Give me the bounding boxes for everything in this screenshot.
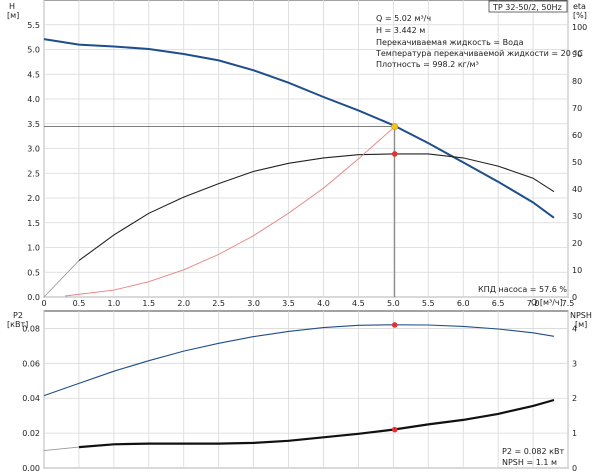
left-axis-label: H [9,2,15,11]
y-tick-label-right: 60 [572,131,582,140]
y-tick-label-left: 2.0 [27,194,40,203]
x-tick-label: 0.5 [73,299,86,308]
chart-title: TP 32-50/2, 50Hz [492,3,562,12]
top-tick-labels: 0 0.5 1.0 1.5 2.0 2.5 3.0 3.5 4.0 4.5 5.0 5.5 6.0 6.5… [27,21,587,308]
bottom-tick-labels: 0.00 0.02 0.04 0.06 0.08 0 1 2 3 4 [22,324,577,473]
y-tick-label-right: 40 [572,185,582,194]
p2-point-marker [391,322,398,328]
y-tick-label-right: 90 [572,50,582,59]
y-tick-label-right: 10 [572,266,582,275]
y-tick-label-left: 4.0 [27,95,40,104]
x-axis-label: Q [м³/ч] [531,298,563,307]
title-box: TP 32-50/2, 50Hz [488,0,568,13]
right-axis-label: eta [573,2,586,11]
npsh-extrapolation-line [43,446,79,452]
x-tick-label: 1.5 [142,299,155,308]
x-tick-label: 5.0 [387,299,400,308]
x-tick-label: 2.5 [212,299,225,308]
duty-point-guides [44,126,396,297]
info-line: Q = 5.02 м³/ч [376,14,431,23]
info-line: Перекачиваемая жидкость = Вода [376,38,524,47]
y-tick-label-left: 3.0 [27,145,40,154]
x-tick-label: 6.5 [492,299,505,308]
y-tick-label-right: 80 [572,77,582,86]
top-panel: 0 0.5 1.0 1.5 2.0 2.5 3.0 3.5 4.0 4.5 5.0 5.5 6.0 6.5… [7,0,587,308]
npsh-tick-label: 2 [572,394,577,403]
y-tick-label-left: 5.0 [27,46,40,55]
y-tick-label-left: 0.5 [27,268,40,277]
npsh-tick-label: 0 [572,464,577,473]
efficiency-label: КПД насоса = 57.6 % [478,285,567,294]
x-tick-label: 3.5 [282,299,295,308]
p2-tick-label: 0.08 [22,324,40,333]
info-line: Температура перекачиваемой жидкости = 20… [375,49,583,58]
npsh-axis-unit: [м] [575,320,587,329]
npsh-tick-label: 3 [572,359,577,368]
title-box-frame [488,0,568,13]
npsh-readout: NPSH = 1.1 м [502,458,557,467]
y-tick-label-left: 3.5 [27,120,40,129]
eta-extrapolation-line [43,260,80,298]
y-tick-label-right: 20 [572,239,582,248]
y-tick-label-left: 1.0 [27,244,40,253]
p2-readout: P2 = 0.082 кВт [502,447,564,456]
x-tick-label: 5.5 [422,299,435,308]
x-tick-label: 7.0 [527,299,540,308]
y-tick-label-left: 1.5 [27,219,40,228]
info-line: Плотность = 998.2 кг/м³ [376,60,479,69]
y-tick-label-right: 0 [572,293,577,302]
bottom-curves [43,322,555,452]
right-axis-unit: [%] [573,11,587,20]
npsh-axis-label: NPSH [570,311,592,320]
eta-point-marker [391,151,398,157]
x-tick-label: 4.5 [352,299,365,308]
p2-tick-label: 0.04 [22,394,40,403]
x-tick-label: 3.0 [247,299,260,308]
x-tick-label: 4.0 [317,299,330,308]
series-line-eta [78,153,555,262]
series-line-H [43,38,555,219]
npsh-tick-label: 1 [572,429,577,438]
x-tick-label: 0 [41,299,46,308]
y-tick-label-right: 30 [572,212,582,221]
series-line-P2 [43,324,555,397]
y-tick-label-left: 4.5 [27,70,40,79]
series-line-system [64,126,395,297]
duty-point-marker [391,123,399,131]
info-box: Q = 5.02 м³/ч H = 3.442 м Перекачиваемая… [375,14,583,69]
p2-tick-label: 0.06 [22,359,40,368]
p2-tick-label: 0.00 [22,464,40,473]
top-grid [43,0,569,298]
p2-axis-unit: [кВт] [7,320,28,329]
series-line-NPSH [78,398,555,449]
x-tick-label: 2.0 [177,299,190,308]
npsh-point-marker [391,426,398,433]
bottom-panel: 0.00 0.02 0.04 0.06 0.08 0 1 2 3 4 P2 [кВт] NPSH … [7,310,592,473]
y-tick-label-right: 70 [572,104,582,113]
x-tick-label: 1.0 [107,299,120,308]
x-tick-label: 7.5 [562,299,575,308]
x-tick-label: 6.0 [457,299,470,308]
npsh-tick-label: 4 [572,324,577,333]
y-tick-label-left: 2.5 [27,169,40,178]
p2-axis-label: P2 [13,311,23,320]
y-tick-label-left: 5.5 [27,21,40,30]
y-tick-label-right: 50 [572,158,582,167]
info-line: H = 3.442 м [376,26,425,35]
y-tick-label-left: 0.0 [27,293,40,302]
left-axis-unit: [м] [7,11,19,20]
top-curves [43,38,555,298]
y-tick-label-right: 100 [572,23,587,32]
p2-tick-label: 0.02 [22,429,40,438]
